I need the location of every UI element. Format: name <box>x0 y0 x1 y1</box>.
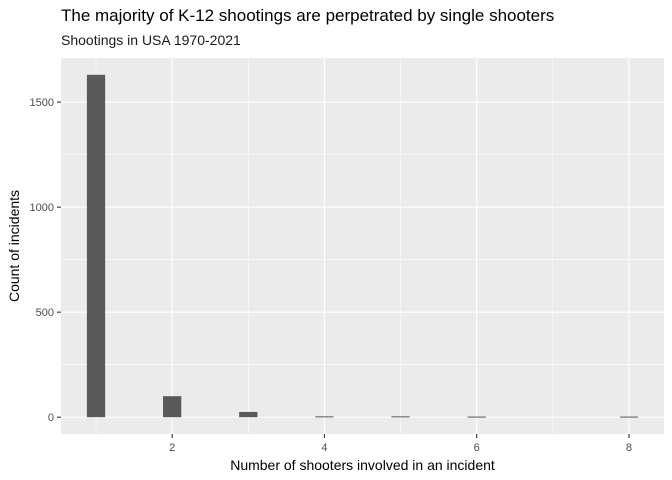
bar <box>619 416 639 418</box>
y-tick-label: 1500 <box>30 97 54 109</box>
x-tick-label: 2 <box>169 442 175 454</box>
x-tick-label: 6 <box>474 442 480 454</box>
y-axis: 0 500 1000 1500 <box>30 97 61 424</box>
bar <box>163 396 182 418</box>
chart-subtitle: Shootings in USA 1970-2021 <box>61 32 241 48</box>
x-tick-label: 4 <box>321 442 327 454</box>
y-tick-label: 500 <box>36 307 54 319</box>
bar <box>86 74 106 418</box>
x-axis-label: Number of shooters involved in an incide… <box>230 457 495 473</box>
plot-panel <box>61 58 664 434</box>
bar <box>239 411 258 418</box>
bars-group <box>86 74 639 418</box>
x-axis: 2 4 6 8 <box>169 434 632 454</box>
y-tick-label: 1000 <box>30 202 54 214</box>
grid-major <box>61 58 664 434</box>
chart-title: The majority of K-12 shootings are perpe… <box>61 6 555 25</box>
x-tick-label: 8 <box>626 442 632 454</box>
bar <box>391 416 410 418</box>
y-tick-label: 0 <box>48 412 54 424</box>
bar <box>467 416 486 418</box>
bar <box>315 416 334 418</box>
y-axis-label: Count of incidents <box>6 190 22 302</box>
